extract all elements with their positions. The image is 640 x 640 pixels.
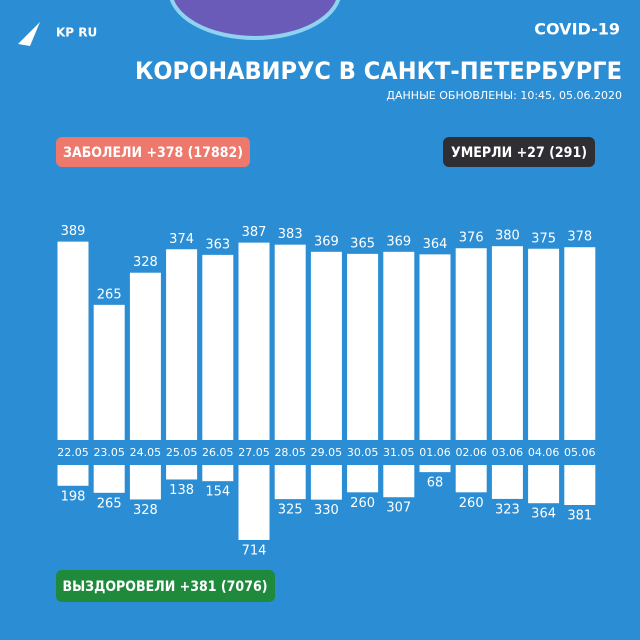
value-label: 328 (133, 255, 158, 270)
bar (238, 465, 270, 540)
value-label: 376 (459, 231, 484, 246)
bar (238, 242, 270, 440)
value-label: 364 (423, 237, 448, 252)
bar (274, 465, 306, 500)
bar (310, 465, 342, 500)
value-label: 325 (278, 503, 303, 518)
bar (57, 465, 89, 486)
bar (455, 248, 487, 440)
value-label: 307 (386, 501, 411, 516)
bar (528, 465, 560, 504)
x-tick-label: 02.06 (455, 446, 487, 459)
bar (455, 465, 487, 493)
bar (383, 465, 415, 498)
bar (419, 254, 451, 440)
value-label: 369 (314, 234, 339, 249)
bar (166, 249, 198, 440)
value-label: 378 (567, 230, 592, 245)
bar (491, 465, 523, 499)
bar (528, 248, 560, 440)
x-tick-label: 31.05 (383, 446, 415, 459)
value-label: 265 (97, 287, 122, 302)
value-label: 323 (495, 502, 520, 517)
value-label: 383 (278, 227, 303, 242)
bar (274, 244, 306, 440)
value-label: 369 (386, 234, 411, 249)
value-label: 380 (495, 229, 520, 244)
value-label: 68 (427, 476, 444, 491)
bar (564, 465, 596, 506)
x-tick-label: 01.06 (419, 446, 451, 459)
bar (419, 465, 451, 473)
bar (202, 465, 234, 482)
x-tick-label: 30.05 (347, 446, 379, 459)
bar (93, 465, 125, 493)
x-tick-label: 28.05 (274, 446, 306, 459)
value-label: 364 (531, 507, 556, 522)
bar (347, 465, 379, 493)
bar (564, 247, 596, 440)
chart-title: КОРОНАВИРУС В САНКТ-ПЕТЕРБУРГЕ (135, 57, 622, 85)
bar (202, 254, 234, 440)
badge-text: ВЫЗДОРОВЕЛИ +381 (7076) (63, 579, 268, 595)
bar (310, 251, 342, 440)
bar (129, 465, 161, 500)
bar (93, 304, 125, 440)
x-tick-label: 24.05 (130, 446, 162, 459)
x-tick-label: 25.05 (166, 446, 198, 459)
value-label: 374 (169, 232, 194, 247)
value-label: 365 (350, 236, 375, 251)
badge-text: УМЕРЛИ +27 (291) (451, 145, 587, 161)
x-tick-label: 22.05 (57, 446, 89, 459)
logo-bird (18, 22, 40, 46)
x-tick-label: 26.05 (202, 446, 234, 459)
x-tick-label: 04.06 (528, 446, 560, 459)
virus-decoration (169, 0, 341, 40)
value-label: 375 (531, 231, 556, 246)
bar (57, 241, 89, 440)
value-label: 154 (205, 485, 230, 500)
value-label: 381 (567, 509, 592, 524)
x-tick-label: 23.05 (93, 446, 125, 459)
x-tick-label: 05.06 (564, 446, 596, 459)
value-label: 138 (169, 483, 194, 498)
badge (443, 137, 595, 167)
value-label: 714 (242, 543, 267, 558)
bar (491, 246, 523, 440)
x-tick-label: 03.06 (492, 446, 524, 459)
bar (166, 465, 198, 480)
subtitle: ДАННЫЕ ОБНОВЛЕНЫ: 10:45, 05.06.2020 (386, 89, 622, 102)
value-label: 389 (61, 224, 86, 239)
value-label: 363 (205, 237, 230, 252)
value-label: 330 (314, 503, 339, 518)
x-tick-label: 29.05 (311, 446, 343, 459)
value-label: 265 (97, 496, 122, 511)
x-tick-label: 27.05 (238, 446, 270, 459)
tag: COVID-19 (534, 20, 620, 39)
logo: KP RU (56, 26, 97, 40)
value-label: 198 (61, 489, 86, 504)
bar (347, 253, 379, 440)
bar (129, 272, 161, 440)
bar (383, 251, 415, 440)
value-label: 260 (350, 496, 375, 511)
value-label: 260 (459, 496, 484, 511)
value-label: 387 (242, 225, 267, 240)
value-label: 328 (133, 503, 158, 518)
badge-text: ЗАБОЛЕЛИ +378 (17882) (63, 145, 243, 161)
badge (56, 137, 250, 167)
badge (56, 570, 275, 602)
